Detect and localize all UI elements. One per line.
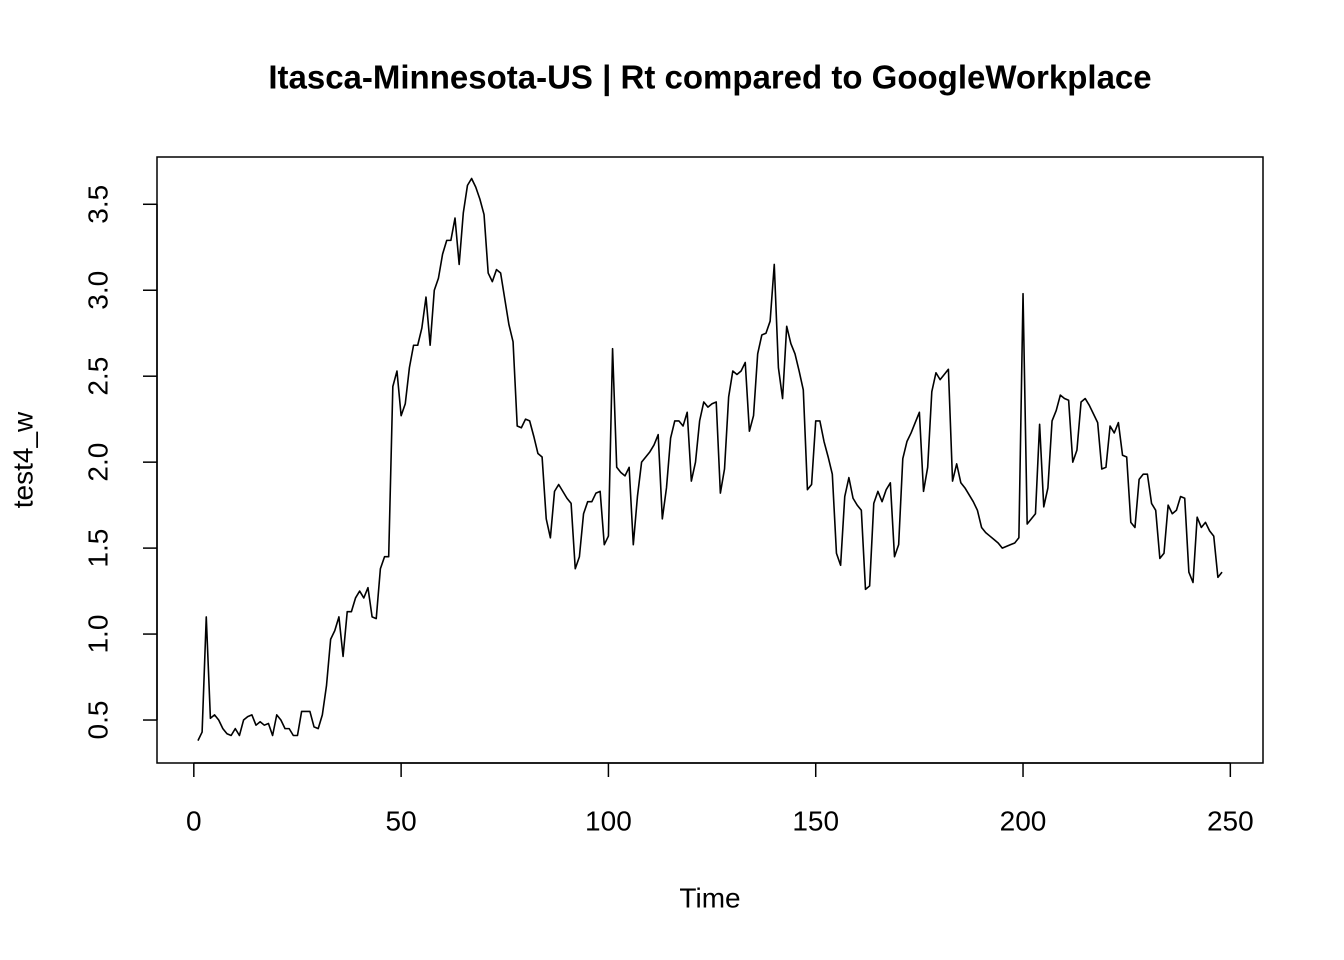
- chart-title: Itasca-Minnesota-US | Rt compared to Goo…: [268, 59, 1151, 96]
- y-tick-label: 3.5: [82, 185, 113, 224]
- x-tick-label: 100: [585, 805, 632, 836]
- y-tick-label: 3.0: [82, 271, 113, 310]
- y-tick-label: 1.5: [82, 529, 113, 568]
- x-tick-label: 50: [386, 805, 417, 836]
- x-tick-label: 250: [1207, 805, 1254, 836]
- y-tick-label: 2.0: [82, 443, 113, 482]
- plot-frame: [156, 156, 1264, 764]
- x-tick-label: 200: [1000, 805, 1047, 836]
- y-axis-label: test4_w: [7, 411, 38, 508]
- y-tick-label: 0.5: [82, 701, 113, 740]
- data-line: [197, 177, 1223, 741]
- y-tick-label: 1.0: [82, 615, 113, 654]
- x-axis-label: Time: [679, 882, 740, 913]
- x-tick-label: 0: [186, 805, 202, 836]
- y-tick-label: 2.5: [82, 357, 113, 396]
- x-tick-label: 150: [792, 805, 839, 836]
